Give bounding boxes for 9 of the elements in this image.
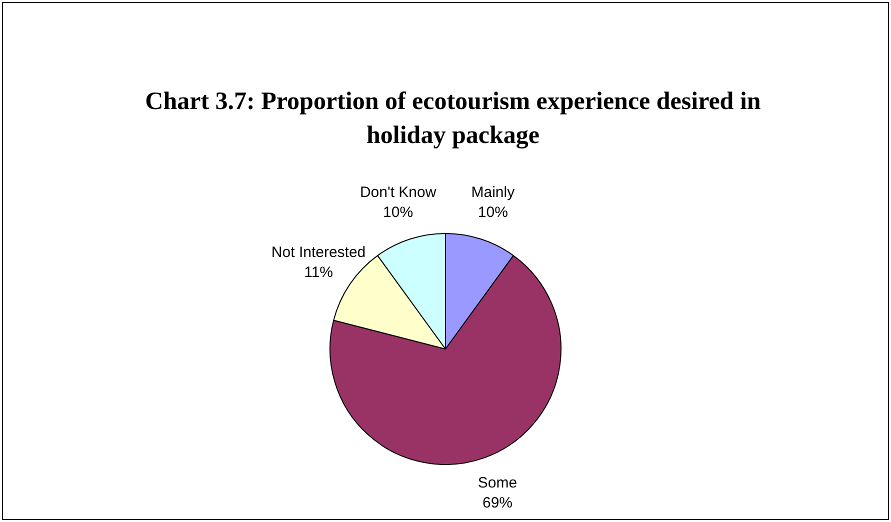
data-label: 10% [383,204,414,222]
slice-label: Not Interested [271,244,366,261]
slice-label: Don't Know [360,184,436,202]
chart-title: Chart 3.7: Proportion of ecotourism experience desired in holiday package [144,87,762,151]
slice-label: Mainly [471,184,516,202]
data-label: 11% [304,264,334,281]
slice-label: Some [478,474,518,492]
data-label: 69% [482,494,513,512]
data-label: 10% [478,204,508,222]
